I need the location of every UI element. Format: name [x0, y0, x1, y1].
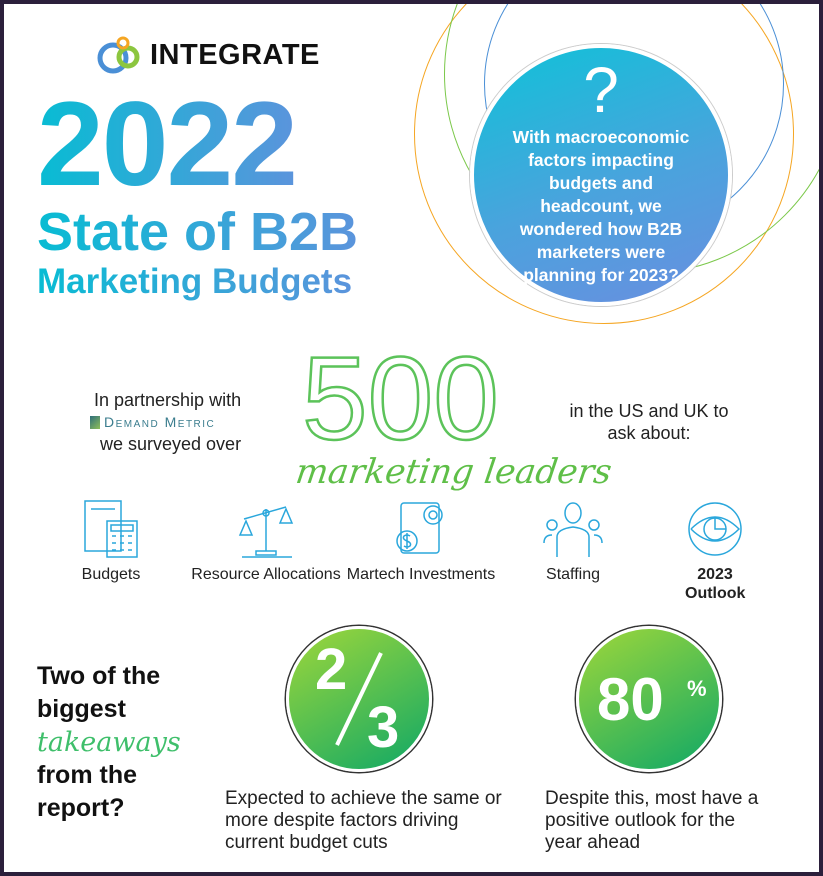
- question-text: With macroeconomic factors impacting bud…: [512, 127, 690, 285]
- topic-label: Resource Allocations: [191, 566, 341, 583]
- people-icon: [543, 502, 603, 557]
- infographic: INTEGRATE 2022 State of B2B Marketing Bu…: [4, 4, 819, 872]
- stat-circle-80-percent: 80 %: [576, 626, 722, 772]
- gear-dollar-icon: [396, 502, 443, 554]
- stat-value: 80: [597, 666, 664, 733]
- heading-line: biggest: [37, 695, 126, 723]
- question-circle: ? With macroeconomic factors impacting b…: [470, 44, 732, 306]
- stat-description: Despite this, most have a positive outlo…: [545, 788, 759, 853]
- eye-chart-icon: [688, 502, 742, 556]
- topic-resource-allocations: Resource Allocations: [191, 499, 341, 584]
- report-title: State of B2B: [37, 202, 359, 262]
- stat-circle-two-thirds: 2 3: [286, 626, 432, 772]
- report-year: 2022: [37, 77, 298, 211]
- topic-label: 2023 Outlook: [685, 566, 746, 602]
- takeaways-heading: Two of the biggest takeaways from the re…: [37, 660, 181, 825]
- integrate-logo-icon: [97, 36, 140, 74]
- fraction-denominator: 3: [367, 695, 400, 760]
- partner-name: Demand Metric: [104, 414, 216, 430]
- topic-budgets: Budgets: [36, 499, 186, 584]
- respondent-count: 500: [301, 333, 500, 465]
- audience-label: marketing leaders: [293, 452, 615, 492]
- brand-name: INTEGRATE: [150, 39, 320, 71]
- surveyed-text: we surveyed over: [100, 434, 242, 454]
- scale-icon: [238, 506, 294, 558]
- heading-script: takeaways: [37, 727, 181, 758]
- partner-intro: In partnership with: [94, 390, 242, 410]
- question-mark-icon: ?: [583, 54, 619, 126]
- topic-2023-outlook: 2023 Outlook: [640, 499, 790, 603]
- fraction-numerator: 2: [315, 637, 348, 702]
- topic-staffing: Staffing: [498, 499, 648, 584]
- fraction-slash: [335, 652, 383, 746]
- topic-label: Martech Investments: [346, 566, 496, 583]
- heading-line: from the: [37, 761, 137, 789]
- budget-calculator-icon: [84, 500, 138, 558]
- report-subtitle: Marketing Budgets: [37, 262, 353, 301]
- heading-line: Two of the: [37, 662, 161, 690]
- stat-unit: %: [687, 676, 707, 701]
- topic-martech-investments: Martech Investments: [346, 499, 496, 584]
- heading-line: report?: [37, 794, 125, 822]
- region-text: in the US and UK to ask about:: [569, 401, 729, 443]
- stat-description: Expected to achieve the same or more des…: [225, 788, 502, 853]
- topic-label: Staffing: [546, 566, 600, 583]
- topic-label: Budgets: [81, 566, 141, 583]
- partner-logo: Demand Metric: [90, 414, 215, 431]
